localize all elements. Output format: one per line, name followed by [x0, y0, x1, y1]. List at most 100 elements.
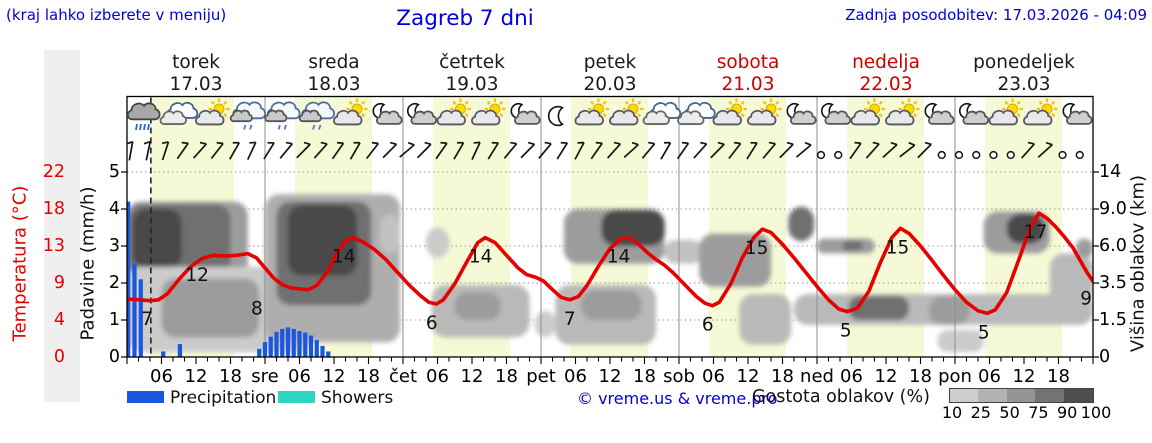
hour-tick-label: 12 — [1012, 366, 1036, 387]
precipitation-bar — [274, 331, 279, 357]
cloud-blob — [581, 290, 642, 320]
wind-barb-icon — [520, 141, 536, 159]
day-abbrev-tick-label: čet — [388, 366, 418, 387]
night-cloudy-icon — [924, 103, 955, 125]
wind-barb-icon — [607, 141, 621, 159]
temperature-curve — [127, 211, 1093, 316]
colorbar-tick-label: 90 — [1057, 403, 1078, 422]
day-name: četrtek — [439, 52, 505, 73]
day-date: 23.03 — [997, 74, 1051, 95]
cloud-density-blobs — [127, 194, 1093, 353]
hour-tick-label: 18 — [495, 366, 518, 387]
cloud-blob — [788, 206, 815, 242]
colorbar-tick-label: 100 — [1080, 403, 1112, 422]
temperature-label: 14 — [332, 247, 356, 268]
day-separator-lines — [264, 96, 956, 357]
cloud-height-tick-label: 9.0 — [1099, 199, 1127, 219]
wind-barb-icon — [126, 140, 134, 161]
hour-tick-label: 18 — [219, 366, 242, 387]
precipitation-bar — [326, 351, 331, 357]
credit-link[interactable]: © vreme.us & vreme.pro — [577, 389, 778, 408]
cloudy-icon — [159, 101, 199, 125]
wind-barb-icon — [676, 141, 690, 160]
wind-barb-icon — [623, 141, 639, 158]
rain-icon — [126, 102, 161, 131]
temperature-value-labels: 7 12 8 14 6 14 7 14 6 15 5 15 5 17 9 — [141, 222, 1092, 343]
wind-barb-icon — [435, 141, 448, 160]
partly-sunny-icon — [609, 98, 644, 126]
wind-barb-icon — [143, 140, 152, 161]
wind-barb-icon — [263, 141, 275, 160]
precipitation-bar — [308, 335, 314, 357]
day-date: 20.03 — [583, 74, 637, 95]
wind-barb-icon — [382, 141, 398, 159]
night-cloudy-icon — [786, 103, 817, 125]
precipitation-bar — [314, 339, 319, 357]
drizzle-icon — [264, 101, 301, 130]
precipitation-bar — [127, 201, 131, 357]
showers-legend-label: Showers — [321, 388, 394, 408]
wind-barb-icon — [1021, 141, 1035, 159]
day-abbrev-tick-label: sob — [663, 366, 695, 387]
moon-icon — [547, 105, 564, 127]
wind-barb-icon — [503, 141, 518, 159]
wind-barb-icon — [660, 141, 672, 160]
cloud-blob — [1075, 238, 1093, 258]
precip-tick-label: 3 — [108, 236, 120, 256]
precipitation-bar — [303, 332, 308, 357]
plot-frame — [121, 95, 1099, 364]
page-title: Zagreb 7 dni — [396, 6, 534, 31]
wind-barb-icon — [746, 141, 758, 160]
hour-tick-label: 12 — [460, 366, 484, 387]
day-abbrev-tick-label: ned — [800, 366, 834, 387]
calm-wind-icon — [972, 150, 981, 160]
colorbar-segment — [1064, 388, 1094, 403]
partly-sunny-icon — [747, 98, 782, 126]
cloud-blob — [454, 292, 501, 320]
hour-tick-label: 18 — [357, 366, 380, 387]
partly-sunny-icon — [850, 98, 885, 126]
cloud-blob — [132, 209, 182, 269]
wind-barb-icon — [728, 141, 742, 160]
precipitation-bar — [257, 348, 262, 357]
partly-sunny-icon — [712, 98, 747, 126]
temperature-label: 12 — [185, 265, 209, 286]
precipitation-bar — [177, 344, 182, 357]
wind-barb-icon — [795, 141, 812, 158]
hour-tick-label: 06 — [150, 366, 173, 387]
hour-tick-label: 12 — [598, 366, 622, 387]
temperature-label: 7 — [564, 309, 576, 330]
hour-tick-label: 12 — [874, 366, 898, 387]
cloud-blob — [739, 294, 792, 345]
precip-tick-label: 4 — [108, 199, 120, 219]
precipitation-bar — [285, 327, 291, 357]
hour-tick-label: 18 — [633, 366, 656, 387]
wind-barb-icon — [453, 141, 465, 160]
cloud-blob — [929, 295, 970, 325]
day-name: ponedeljek — [973, 52, 1075, 73]
menu-hint: (kraj lahko izberete v meniju) — [6, 6, 227, 24]
wind-barb-icon — [210, 141, 224, 160]
wind-barb-icon — [296, 141, 311, 159]
temperature-label: 6 — [426, 313, 438, 334]
colorbar-tick-label: 75 — [1028, 403, 1049, 422]
precipitation-bar — [132, 264, 137, 357]
colorbar-segment — [1006, 388, 1036, 403]
temperature-label: 14 — [469, 247, 493, 268]
wind-barb-icon — [590, 141, 603, 160]
temperature-label: 5 — [840, 321, 852, 342]
colorbar-segment — [1035, 388, 1065, 403]
calm-wind-icon — [1075, 150, 1084, 160]
cloud-blob — [535, 310, 556, 338]
day-name: nedelja — [852, 52, 920, 73]
temperature-label: 17 — [1024, 222, 1048, 243]
cloud-height-tick-label: 6.0 — [1099, 236, 1127, 256]
precipitation-bar — [138, 279, 143, 357]
hour-tick-label: 12 — [322, 366, 346, 387]
temperature-label: 8 — [251, 299, 263, 320]
showers-swatch — [278, 391, 315, 403]
wind-barb-icon — [574, 141, 585, 160]
temperature-label: 7 — [141, 309, 153, 330]
hour-tick-label: 06 — [288, 366, 311, 387]
